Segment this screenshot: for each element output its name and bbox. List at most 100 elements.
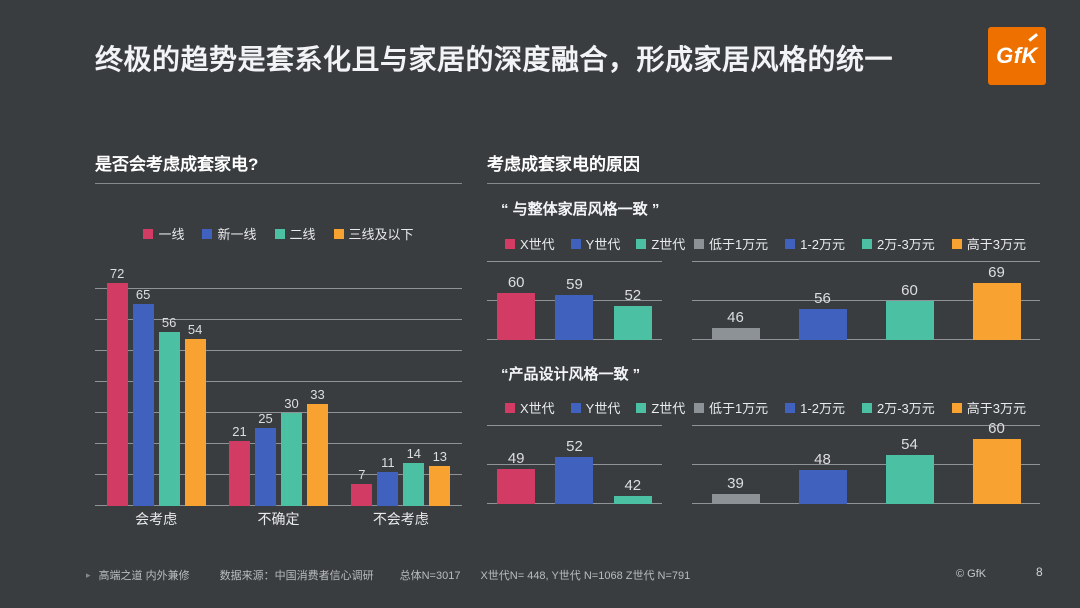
bar-value-label: 72 (109, 265, 125, 281)
legend-item: Z世代 (636, 234, 685, 253)
gridline (692, 503, 1040, 504)
legend-label: Y世代 (585, 237, 621, 252)
legend-swatch-icon (570, 238, 581, 249)
style-by-budget-chart: 46 56 60 69 (692, 261, 1040, 340)
legend-label: X世代 (520, 401, 555, 416)
plot-area: 46 56 60 69 (692, 261, 1040, 340)
legend-swatch-icon (951, 402, 962, 413)
bar-column: 56 (158, 258, 180, 506)
legend-swatch-icon (333, 228, 344, 239)
bar (106, 282, 128, 506)
plot-area: 72 65 56 54 21 25 30 33 7 11 14 13 (95, 258, 462, 506)
bar-column: 54 (885, 426, 934, 504)
bar-column: 65 (132, 258, 154, 506)
category-label: 不确定 (257, 511, 300, 527)
bar (306, 403, 328, 506)
legend-item: Y世代 (570, 398, 621, 417)
row1-legend-row: X世代 Y世代 Z世代 低于1万元 1-2万元 2万-3万元 高于3万元 (505, 234, 1026, 253)
legend-label: 1-2万元 (800, 401, 845, 416)
legend-label: 一线 (158, 227, 185, 242)
category-label: 会考虑 (135, 511, 178, 527)
plot-area: 39 48 54 60 (692, 421, 1040, 504)
bar-group: 7 11 14 13 (340, 258, 462, 506)
copyright-notice: © GfK (956, 568, 987, 580)
bar-value-label: 25 (258, 411, 273, 427)
bar-column: 11 (377, 258, 399, 506)
gridline (95, 474, 462, 475)
bar-value-label: 46 (727, 309, 744, 327)
row2-generation-legend: X世代 Y世代 Z世代 (505, 398, 685, 417)
bar-column: 30 (280, 258, 302, 506)
bar (184, 338, 206, 506)
bars-row: 46 56 60 69 (692, 262, 1040, 340)
right-section: 考虑成套家电的原因 “ 与整体家居风格一致 ” X世代 Y世代 Z世代 低于1万元 1… (487, 150, 1040, 536)
legend-label: Z世代 (651, 401, 686, 416)
legend-item: X世代 (505, 234, 555, 253)
legend-label: 高于3万元 (966, 401, 1026, 416)
bar-value-label: 7 (358, 467, 366, 483)
legend-swatch-icon (274, 228, 285, 239)
gridline (487, 261, 662, 262)
footer-sample-total: 总体N=3017 (399, 570, 461, 582)
legend-swatch-icon (861, 238, 872, 249)
bar-value-label: 21 (232, 423, 247, 439)
legend-label: Y世代 (585, 401, 621, 416)
plot-area: 49 52 42 (487, 425, 662, 504)
gridline (692, 425, 1040, 426)
bar-value-label: 60 (507, 274, 525, 292)
bar-value-label: 69 (988, 264, 1005, 282)
legend-label: 低于1万元 (708, 237, 769, 252)
bar (711, 328, 760, 340)
left-section-header: 是否会考虑成套家电? (95, 155, 259, 174)
design-by-generation-chart: 49 52 42 (487, 425, 662, 504)
bar (497, 293, 536, 340)
bar (403, 462, 425, 506)
left-section-divider (95, 183, 462, 184)
design-by-budget-chart: 39 48 54 60 (692, 421, 1040, 504)
bar-value-label: 49 (507, 449, 525, 467)
legend-item: Y世代 (570, 234, 621, 253)
gridline (692, 261, 1040, 262)
legend-swatch-icon (693, 402, 704, 413)
category-axis: 会考虑 不确定 不会考虑 (95, 506, 462, 532)
bar (711, 493, 760, 504)
bar-value-label: 14 (406, 445, 422, 461)
legend-swatch-icon (951, 238, 962, 249)
bar-value-label: 13 (432, 448, 448, 464)
bar (972, 439, 1021, 504)
footer: ▸ 高端之道 内外兼修 数据来源：中国消费者信心调研 总体N=3017 X世代N… (86, 567, 690, 583)
category-label: 不会考虑 (372, 511, 429, 527)
bar-value-label: 59 (566, 275, 583, 293)
legend-item: 1-2万元 (785, 398, 845, 417)
bar-value-label: 65 (135, 287, 151, 303)
bar-value-label: 60 (901, 282, 918, 299)
bar-column: 69 (972, 262, 1021, 340)
bar-group: 39 48 54 60 (692, 421, 1040, 504)
legend-item: 三线及以下 (333, 224, 414, 243)
bar-column: 42 (613, 426, 652, 504)
right-section-header: 考虑成套家电的原因 (487, 155, 640, 174)
bar-column: 39 (711, 426, 760, 504)
gridline (95, 319, 462, 320)
bar-value-label: 60 (988, 420, 1005, 438)
legend-swatch-icon (693, 238, 704, 249)
left-section: 是否会考虑成套家电? 一线 新一线 二线 三线及以下 72 65 56 54 21 25 30 33… (95, 150, 462, 536)
bar-group: 46 56 60 69 (692, 262, 1040, 340)
bar-column: 46 (711, 262, 760, 340)
legend-label: 2万-3万元 (876, 237, 935, 252)
footer-data-source: 数据来源：中国消费者信心调研 (219, 570, 374, 582)
legend-item: 低于1万元 (693, 234, 769, 253)
legend-label: 高于3万元 (966, 237, 1026, 252)
bar-column: 72 (106, 258, 128, 506)
legend-swatch-icon (505, 402, 515, 413)
bar-column: 56 (798, 262, 847, 340)
legend-item: 高于3万元 (951, 398, 1026, 417)
logo-accent-mark (1028, 33, 1038, 42)
row2-subheader: “产品设计风格一致 ” (501, 366, 641, 383)
legend-swatch-icon (143, 228, 154, 239)
legend-label: 二线 (289, 227, 316, 242)
bar-value-label: 11 (381, 454, 395, 470)
footer-bullet-icon: ▸ (86, 569, 91, 580)
consider-chart-legend: 一线 新一线 二线 三线及以下 (95, 224, 462, 243)
legend-item: 1-2万元 (785, 234, 845, 253)
